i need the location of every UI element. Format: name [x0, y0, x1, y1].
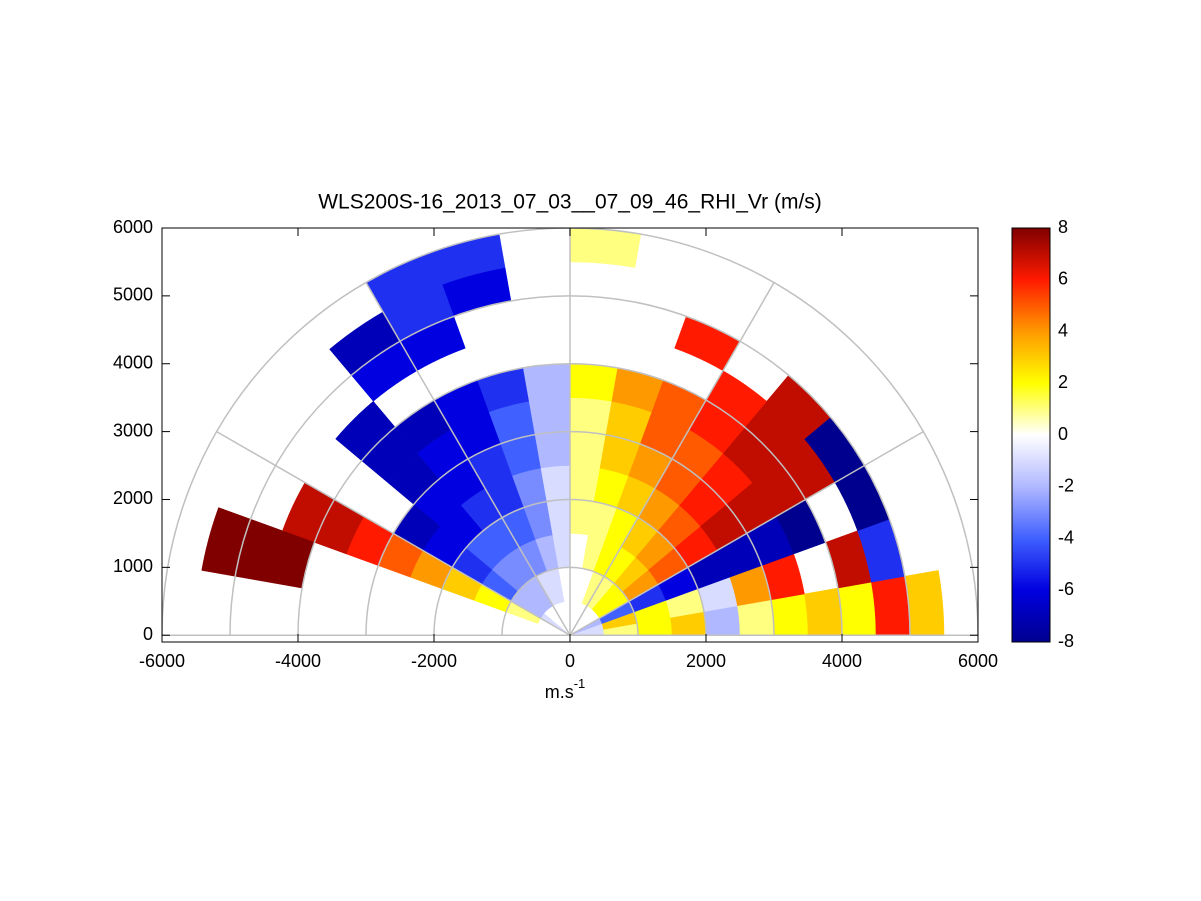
velocity-cell [528, 397, 571, 435]
angle-line [365, 282, 571, 636]
x-axis-label-sup: -1 [574, 676, 586, 691]
colorbar-tick-label: 0 [1058, 424, 1068, 444]
velocity-cell [569, 397, 612, 435]
velocity-cell [534, 431, 571, 469]
velocity-cell [737, 599, 775, 636]
polar-grid [162, 228, 978, 636]
y-tick-label: 2000 [113, 488, 153, 508]
velocity-cell [569, 363, 618, 402]
colorbar [1011, 227, 1051, 643]
y-tick-label: 1000 [113, 556, 153, 576]
angle-line [569, 430, 924, 636]
velocity-cell [804, 587, 843, 636]
x-tick-label: 4000 [822, 651, 862, 671]
y-tick-label: 6000 [113, 217, 153, 237]
colorbar-tick-label: 8 [1058, 217, 1068, 237]
y-tick-label: 5000 [113, 285, 153, 305]
x-tick-label: 2000 [686, 651, 726, 671]
colorbar-tick-label: -8 [1058, 631, 1074, 651]
x-tick-label: 6000 [958, 651, 998, 671]
x-axis-label-base: m.s [545, 682, 574, 702]
colorbar-tick-label: 6 [1058, 269, 1068, 289]
x-tick-label: 0 [565, 651, 575, 671]
angle-line [216, 430, 571, 636]
chart-title: WLS200S-16_2013_07_03__07_09_46_RHI_Vr (… [318, 191, 822, 214]
velocity-cell [770, 593, 809, 636]
y-tick-label: 4000 [113, 352, 153, 372]
colorbar-tick-label: -6 [1058, 579, 1074, 599]
velocity-cell [837, 581, 877, 636]
colorbar-tick-label: -4 [1058, 527, 1074, 547]
colorbar-tick-label: 2 [1058, 372, 1068, 392]
y-tick-label: 0 [143, 624, 153, 644]
velocity-cell [904, 570, 945, 636]
y-tick-label: 3000 [113, 420, 153, 440]
colorbar-tick-label: -2 [1058, 476, 1074, 496]
velocity-cell [871, 575, 911, 636]
x-tick-label: -4000 [275, 651, 321, 671]
velocity-cell [569, 228, 642, 268]
x-tick-label: -2000 [411, 651, 457, 671]
x-tick-label: -6000 [139, 651, 185, 671]
velocity-cell [522, 363, 571, 402]
velocity-cell [569, 431, 606, 469]
x-axis-label: m.s-1 [545, 676, 586, 701]
colorbar-tick-label: 4 [1058, 320, 1068, 340]
angle-line [569, 282, 775, 636]
